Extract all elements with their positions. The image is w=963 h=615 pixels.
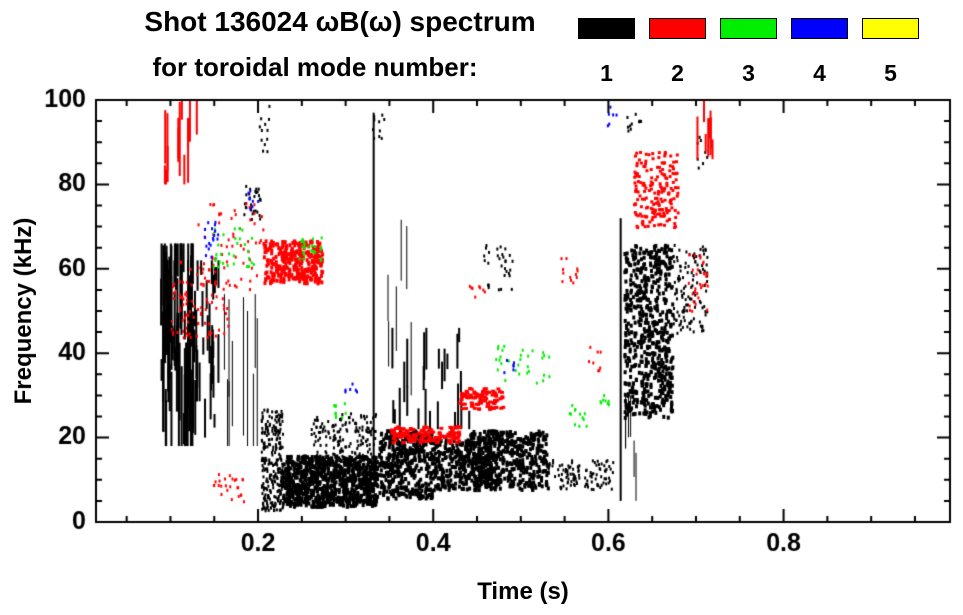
chart-title: Shot 136024 ωB(ω) spectrum xyxy=(144,6,536,37)
mode-number-legend: 1 2 3 4 5 xyxy=(578,18,948,88)
legend-swatch-mode-3 xyxy=(720,18,777,39)
legend-label-mode-2: 2 xyxy=(671,60,684,86)
legend-swatch-mode-1 xyxy=(578,18,635,39)
legend-swatch-mode-2 xyxy=(649,18,706,39)
x-axis-title: Time (s) xyxy=(477,578,569,605)
legend-swatch-mode-5 xyxy=(862,18,919,39)
chart-subtitle: for toroidal mode number: xyxy=(152,52,478,82)
legend-label-mode-4: 4 xyxy=(813,60,826,86)
legend-label-mode-1: 1 xyxy=(600,60,613,86)
y-axis-title: Frequency (kHz) xyxy=(10,217,37,405)
legend-swatch-mode-4 xyxy=(791,18,848,39)
legend-label-mode-5: 5 xyxy=(884,60,897,86)
legend-label-mode-3: 3 xyxy=(742,60,755,86)
